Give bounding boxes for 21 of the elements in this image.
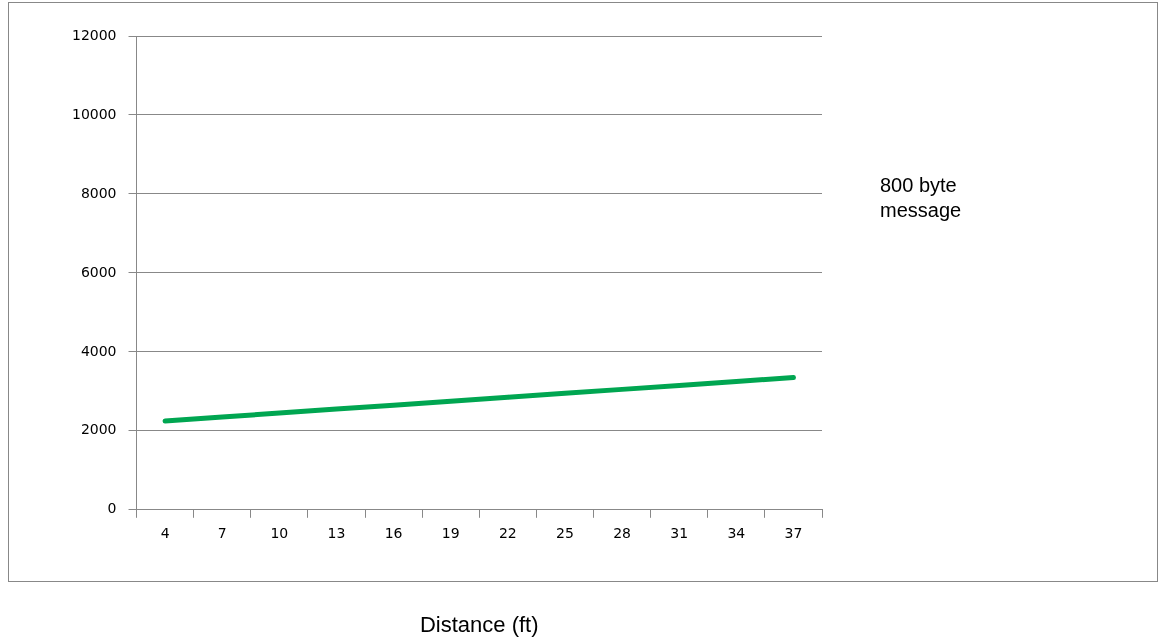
x-tick-label: 7 xyxy=(217,524,227,541)
x-tick-label: 13 xyxy=(327,524,346,541)
x-tick-label: 22 xyxy=(498,524,517,541)
x-tick-label: 4 xyxy=(160,524,170,541)
y-tick-label: 8000 xyxy=(80,184,117,201)
y-tick-label: 12000 xyxy=(71,26,117,43)
x-tick-label: 34 xyxy=(727,524,746,541)
text: 800 byte message xyxy=(880,173,962,221)
y-tick-label: 2000 xyxy=(80,421,117,438)
x-tick-label: 28 xyxy=(613,524,631,541)
x-tick-label: 16 xyxy=(384,524,403,541)
y-tick-label: 4000 xyxy=(80,342,117,359)
y-tick-label: 10000 xyxy=(71,105,117,122)
x-tick-label: 37 xyxy=(784,524,803,541)
y-tick-label: 6000 xyxy=(80,263,117,280)
x-axis-title: Distance (ft) xyxy=(419,611,539,637)
x-tick-label: 10 xyxy=(270,524,289,541)
x-tick-label: 19 xyxy=(441,524,460,541)
x-tick-label: 25 xyxy=(556,524,574,541)
x-tick-label: 31 xyxy=(670,524,689,541)
y-tick-label: 0 xyxy=(107,500,117,517)
